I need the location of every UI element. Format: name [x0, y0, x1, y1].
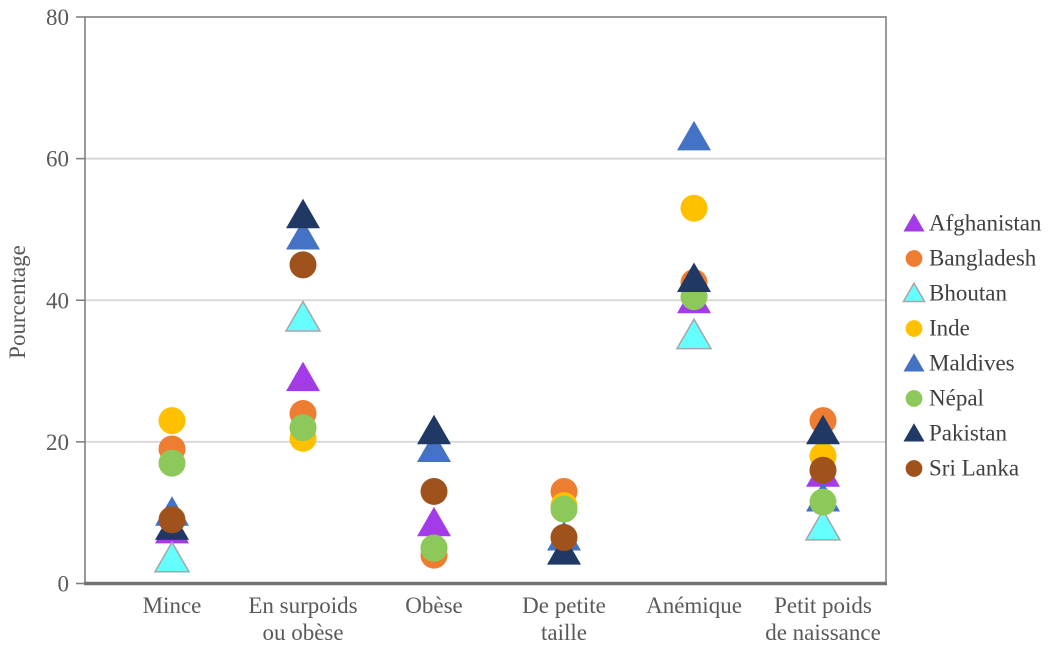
legend-label-sri-lanka: Sri Lanka: [929, 456, 1019, 481]
marker-bhoutan-anemique: [675, 317, 713, 350]
marker-sri-lanka-de-petite-taille: [550, 523, 578, 551]
marker-pakistan-anemique: [677, 262, 711, 293]
marker-nepal-de-petite-taille: [550, 495, 578, 523]
marker-afghanistan-en-surpoids-ou-obese: [286, 361, 320, 392]
x-category-label-de-petite-taille-line2: taille: [541, 620, 587, 645]
marker-bhoutan-en-surpoids-ou-obese: [284, 299, 322, 332]
marker-nepal-obese: [420, 534, 448, 562]
legend-label-inde: Inde: [929, 316, 970, 341]
legend-marker-maldives: [903, 353, 925, 372]
marker-maldives-en-surpoids-ou-obese: [286, 220, 320, 250]
y-tick-label-40: 40: [46, 288, 69, 313]
marker-pakistan-petit-poids-de-naissance: [806, 414, 840, 445]
marker-maldives-anemique: [677, 120, 711, 151]
marker-maldives-obese: [417, 432, 451, 462]
x-category-label-en-surpoids-ou-obese-line2: ou obèse: [262, 620, 343, 645]
marker-nepal-petit-poids-de-naissance: [809, 488, 837, 516]
legend-marker-afghanistan: [903, 213, 925, 232]
y-tick-label-60: 60: [46, 147, 69, 172]
legend-label-bhoutan: Bhoutan: [929, 281, 1007, 306]
marker-sri-lanka-en-surpoids-ou-obese: [289, 251, 317, 279]
y-axis-title: Pourcentage: [5, 245, 30, 359]
x-category-label-mince-line1: Mince: [143, 593, 202, 618]
x-category-label-de-petite-taille-line1: De petite: [522, 593, 606, 618]
legend-label-bangladesh: Bangladesh: [929, 246, 1037, 271]
y-tick-label-0: 0: [58, 572, 70, 597]
x-category-label-en-surpoids-ou-obese-line1: En surpoids: [248, 593, 357, 618]
x-category-label-petit-poids-de-naissance-line1: Petit poids: [774, 593, 872, 618]
legend-label-afghanistan: Afghanistan: [929, 211, 1042, 236]
x-category-label-obese-line1: Obèse: [405, 593, 462, 618]
x-category-label-petit-poids-de-naissance-line2: de naissance: [765, 620, 881, 645]
marker-bhoutan-mince: [153, 540, 191, 573]
legend-label-pakistan: Pakistan: [929, 421, 1007, 446]
legend-marker-inde: [905, 320, 923, 337]
y-tick-label-20: 20: [46, 430, 69, 455]
marker-inde-mince: [158, 407, 186, 435]
marker-afghanistan-obese: [417, 506, 451, 537]
marker-nepal-en-surpoids-ou-obese: [289, 414, 317, 442]
legend-marker-nepal: [905, 390, 923, 407]
marker-sri-lanka-mince: [158, 506, 186, 534]
legend-marker-pakistan: [903, 423, 925, 442]
marker-inde-anemique: [680, 194, 708, 222]
marker-bhoutan-petit-poids-de-naissance: [804, 508, 842, 541]
marker-pakistan-obese: [417, 414, 451, 445]
legend-marker-bhoutan: [902, 281, 926, 303]
x-category-label-anemique-line1: Anémique: [646, 593, 742, 618]
legend-marker-bangladesh: [905, 250, 923, 267]
marker-sri-lanka-obese: [420, 477, 448, 505]
marker-pakistan-en-surpoids-ou-obese: [286, 198, 320, 229]
marker-nepal-mince: [158, 449, 186, 477]
legend-label-nepal: Népal: [929, 386, 984, 411]
marker-sri-lanka-petit-poids-de-naissance: [809, 456, 837, 484]
legend-label-maldives: Maldives: [929, 351, 1015, 376]
legend-marker-sri-lanka: [905, 460, 923, 477]
y-tick-label-80: 80: [46, 5, 69, 30]
